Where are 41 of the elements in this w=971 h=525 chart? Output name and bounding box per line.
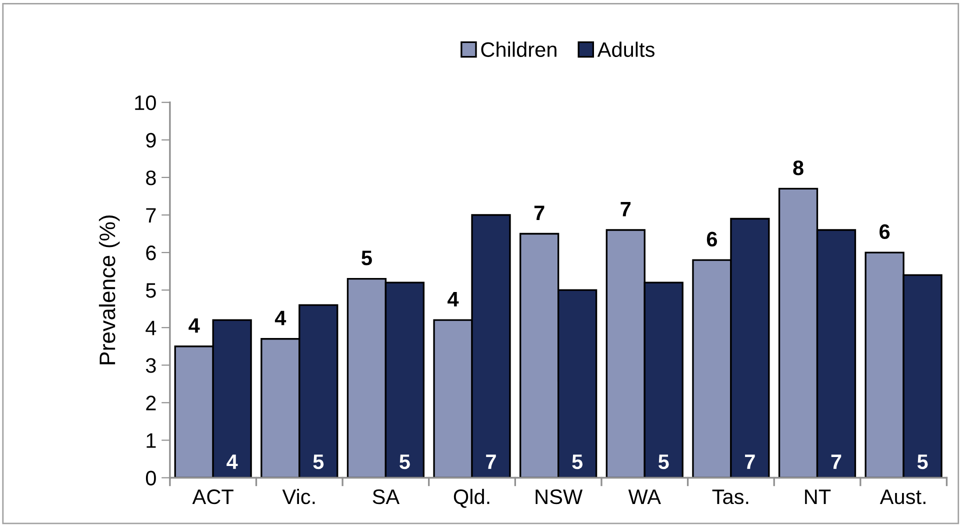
y-tick-label: 9 (146, 132, 156, 148)
y-tick-label: 2 (146, 396, 156, 410)
y-tick-label: 8 (146, 170, 156, 186)
y-tick-label: 6 (146, 246, 156, 260)
x-tick-label: Vic. (282, 488, 315, 504)
data-label: 5 (313, 454, 324, 470)
data-label: 7 (620, 202, 631, 216)
x-tick-label: ACT (192, 489, 234, 504)
x-tick-label: WA (628, 490, 661, 504)
data-label: 6 (706, 232, 717, 247)
x-tick-label: Aust. (880, 490, 926, 504)
y-tick-label: 1 (146, 433, 156, 448)
y-tick-label: 4 (146, 320, 156, 336)
data-label: 4 (448, 292, 459, 306)
y-axis-title: Prevalence (%) (98, 215, 120, 364)
data-label: 8 (793, 160, 804, 176)
y-tick-label: 3 (146, 358, 156, 373)
y-tick-label: 10 (135, 95, 156, 110)
legend-label: Adults (597, 42, 654, 57)
data-label: 5 (572, 454, 583, 470)
y-tick-label: 7 (146, 208, 156, 223)
data-label: 7 (534, 206, 544, 220)
data-label: 7 (831, 454, 842, 469)
data-label: 7 (745, 454, 755, 469)
x-tick-label: Tas. (712, 490, 748, 504)
data-label: 4 (188, 318, 200, 333)
x-tick-label: SA (372, 489, 400, 504)
x-tick-label: NSW (536, 489, 583, 504)
data-label: 6 (880, 224, 890, 240)
data-label: 5 (362, 250, 372, 266)
data-label: 5 (917, 454, 928, 470)
x-tick-label: Qld. (454, 488, 490, 508)
x-tick-label: NT (805, 490, 831, 504)
y-tick-label: 0 (146, 470, 156, 486)
y-tick-label: 5 (146, 283, 156, 298)
data-label: 5 (658, 454, 669, 470)
legend-label: Children (481, 42, 556, 57)
data-label: 7 (486, 454, 496, 469)
data-label: 4 (226, 454, 238, 469)
data-label: 5 (400, 454, 410, 470)
data-label: 4 (274, 310, 286, 326)
